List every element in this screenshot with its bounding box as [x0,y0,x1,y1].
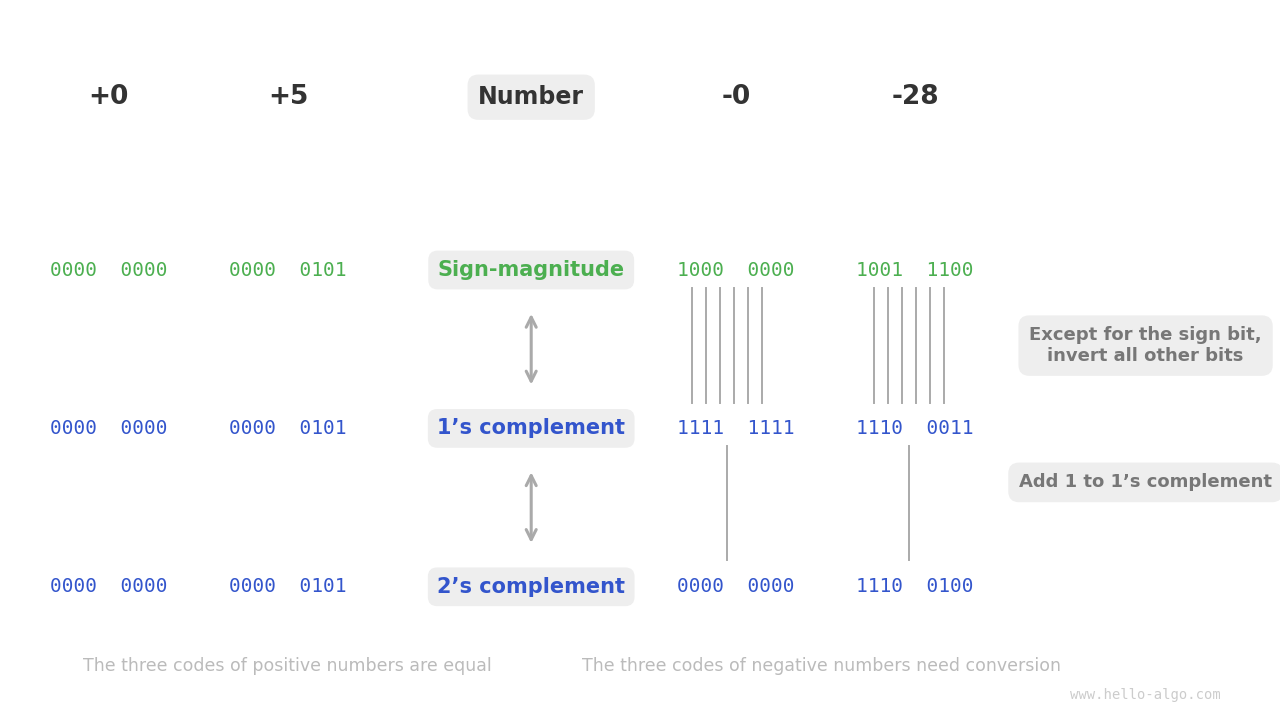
Text: 0000  0101: 0000 0101 [229,577,347,596]
Text: 1001  1100: 1001 1100 [856,261,974,279]
Text: The three codes of negative numbers need conversion: The three codes of negative numbers need… [582,657,1061,675]
Text: 0000  0000: 0000 0000 [50,419,168,438]
Text: 0000  0000: 0000 0000 [50,261,168,279]
Text: 1110  0100: 1110 0100 [856,577,974,596]
Text: -0: -0 [722,84,750,110]
Text: 0000  0101: 0000 0101 [229,261,347,279]
Text: 0000  0000: 0000 0000 [677,577,795,596]
Text: Add 1 to 1’s complement: Add 1 to 1’s complement [1019,474,1272,491]
Text: Except for the sign bit,
invert all other bits: Except for the sign bit, invert all othe… [1029,326,1262,365]
Text: The three codes of positive numbers are equal: The three codes of positive numbers are … [83,657,492,675]
Text: 1’s complement: 1’s complement [438,418,625,438]
Text: 1111  1111: 1111 1111 [677,419,795,438]
Text: -28: -28 [891,84,940,110]
Text: +0: +0 [88,84,129,110]
Text: +5: +5 [268,84,308,110]
Text: 2’s complement: 2’s complement [438,577,625,597]
Text: 1110  0011: 1110 0011 [856,419,974,438]
Text: 1000  0000: 1000 0000 [677,261,795,279]
Text: 0000  0101: 0000 0101 [229,419,347,438]
Text: Number: Number [479,85,584,109]
Text: Sign-magnitude: Sign-magnitude [438,260,625,280]
Text: 0000  0000: 0000 0000 [50,577,168,596]
Text: www.hello-algo.com: www.hello-algo.com [1070,688,1221,702]
